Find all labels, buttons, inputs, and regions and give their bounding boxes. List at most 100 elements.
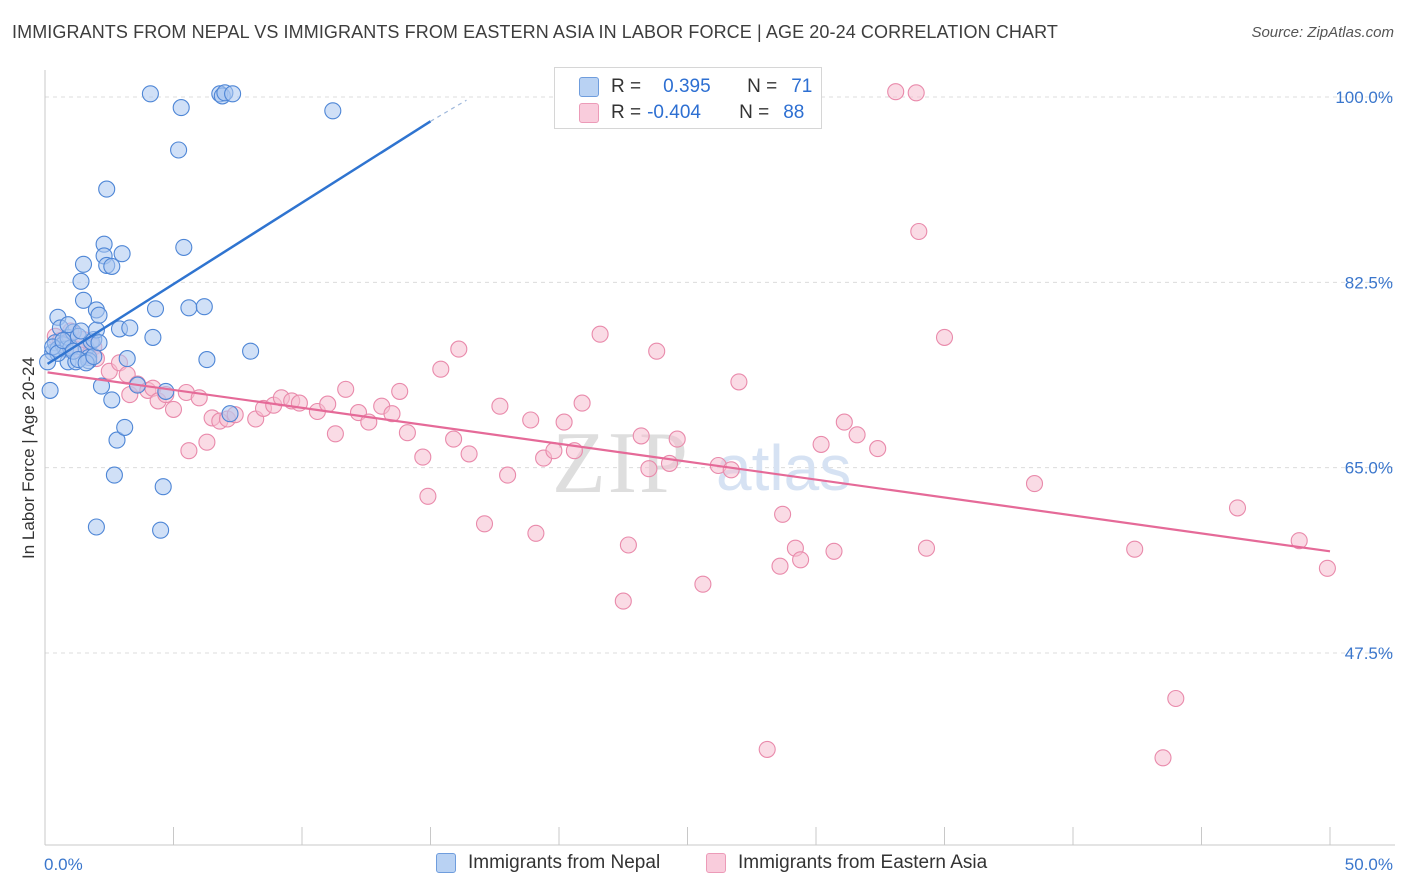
r-label: R =	[611, 76, 642, 97]
asia-point	[1318, 559, 1336, 577]
nepal-point	[87, 518, 105, 536]
nepal-point	[103, 391, 121, 409]
nepal-point	[195, 298, 213, 316]
nepal-point	[74, 291, 93, 309]
asia-point	[812, 435, 830, 453]
asia-point	[337, 380, 355, 398]
n-value-asia: 88	[783, 102, 805, 123]
nepal-point	[154, 478, 172, 496]
y-tick-label: 47.5%	[1345, 644, 1393, 663]
nepal-point	[118, 350, 136, 368]
nepal-point	[54, 332, 72, 350]
asia-point	[614, 592, 632, 610]
nepal-point	[198, 351, 216, 369]
asia-point	[499, 466, 517, 484]
asia-point	[632, 427, 650, 445]
asia-point	[907, 84, 925, 102]
asia-point	[935, 328, 954, 346]
correlation-row-nepal: R = 0.395 N = 71	[579, 74, 812, 100]
asia-point	[771, 557, 789, 575]
nepal-point	[180, 299, 198, 317]
asia-point	[917, 539, 936, 557]
asia-point	[460, 445, 478, 463]
n-label: N =	[747, 76, 778, 97]
nepal-point	[170, 141, 188, 159]
correlation-row-asia: R = -0.404 N = 88	[579, 100, 804, 126]
nepal-point	[90, 306, 108, 324]
correlation-legend: R = 0.395 N = 71 R = -0.404 N = 88	[554, 67, 822, 129]
asia-point	[491, 397, 509, 415]
nepal-point	[324, 102, 342, 120]
nepal-point	[103, 257, 121, 275]
legend-swatch-asia	[706, 853, 726, 873]
asia-point	[573, 394, 591, 412]
asia-point	[527, 524, 545, 542]
nepal-point	[105, 466, 123, 484]
r-label: R =	[611, 102, 642, 123]
series-legend: Immigrants from Nepal Immigrants from Ea…	[0, 850, 1406, 880]
asia-point	[326, 425, 344, 443]
asia-point	[475, 515, 494, 533]
y-tick-label: 100.0%	[1335, 88, 1393, 107]
nepal-point	[72, 272, 90, 290]
nepal-point	[98, 180, 116, 198]
asia-point	[619, 536, 637, 554]
legend-item-asia[interactable]: Immigrants from Eastern Asia	[706, 852, 987, 874]
asia-point	[774, 505, 792, 523]
y-tick-label: 65.0%	[1345, 459, 1393, 478]
legend-item-nepal[interactable]: Immigrants from Nepal	[436, 852, 660, 874]
asia-point	[640, 460, 658, 478]
nepal-point	[113, 245, 131, 263]
nepal-point	[72, 322, 90, 340]
asia-point	[419, 487, 437, 505]
nepal-point	[221, 405, 239, 423]
nepal-swatch	[579, 77, 599, 97]
x-tick-labels: 0.0% 50.0%	[44, 855, 1393, 874]
nepal-trend-extension	[430, 99, 467, 122]
x-tick-label: 50.0%	[1345, 855, 1393, 874]
asia-swatch	[579, 103, 599, 123]
nepal-point	[152, 521, 170, 539]
asia-point	[555, 413, 573, 431]
asia-point	[1126, 540, 1144, 558]
nepal-point	[157, 382, 175, 400]
asia-point	[910, 222, 928, 241]
asia-point	[391, 382, 409, 400]
nepal-trend-line	[46, 120, 432, 365]
legend-swatch-nepal	[436, 853, 456, 873]
asia-point	[164, 400, 183, 418]
nepal-point	[121, 319, 139, 337]
asia-point	[1290, 532, 1308, 550]
nepal-point	[92, 377, 111, 395]
asia-point	[825, 542, 843, 560]
asia-point	[887, 83, 905, 101]
asia-point	[648, 342, 666, 360]
y-axis-label: In Labor Force | Age 20-24	[19, 357, 38, 559]
nepal-point	[74, 255, 93, 273]
asia-point	[792, 551, 810, 569]
nepal-point	[175, 238, 193, 256]
nepal-point	[144, 328, 162, 346]
nepal-point	[90, 334, 108, 352]
nepal-point	[41, 381, 59, 399]
r-value-asia: -0.404	[647, 102, 701, 123]
chart-title: IMMIGRANTS FROM NEPAL VS IMMIGRANTS FROM…	[12, 22, 1058, 42]
asia-point	[1025, 475, 1044, 493]
y-tick-label: 82.5%	[1345, 273, 1393, 292]
axes	[44, 70, 1395, 846]
asia-point	[758, 740, 776, 758]
nepal-point	[116, 418, 134, 436]
legend-label-nepal: Immigrants from Nepal	[468, 852, 661, 873]
asia-point	[591, 325, 609, 343]
nepal-point	[242, 342, 260, 360]
asia-point	[869, 440, 887, 458]
asia-point	[414, 448, 432, 466]
nepal-point	[108, 431, 126, 449]
nepal-point	[39, 353, 57, 371]
asia-point	[1154, 749, 1172, 767]
nepal-point	[146, 300, 165, 318]
asia-point	[848, 426, 866, 444]
asia-point	[450, 340, 468, 358]
asia-point	[432, 360, 450, 378]
